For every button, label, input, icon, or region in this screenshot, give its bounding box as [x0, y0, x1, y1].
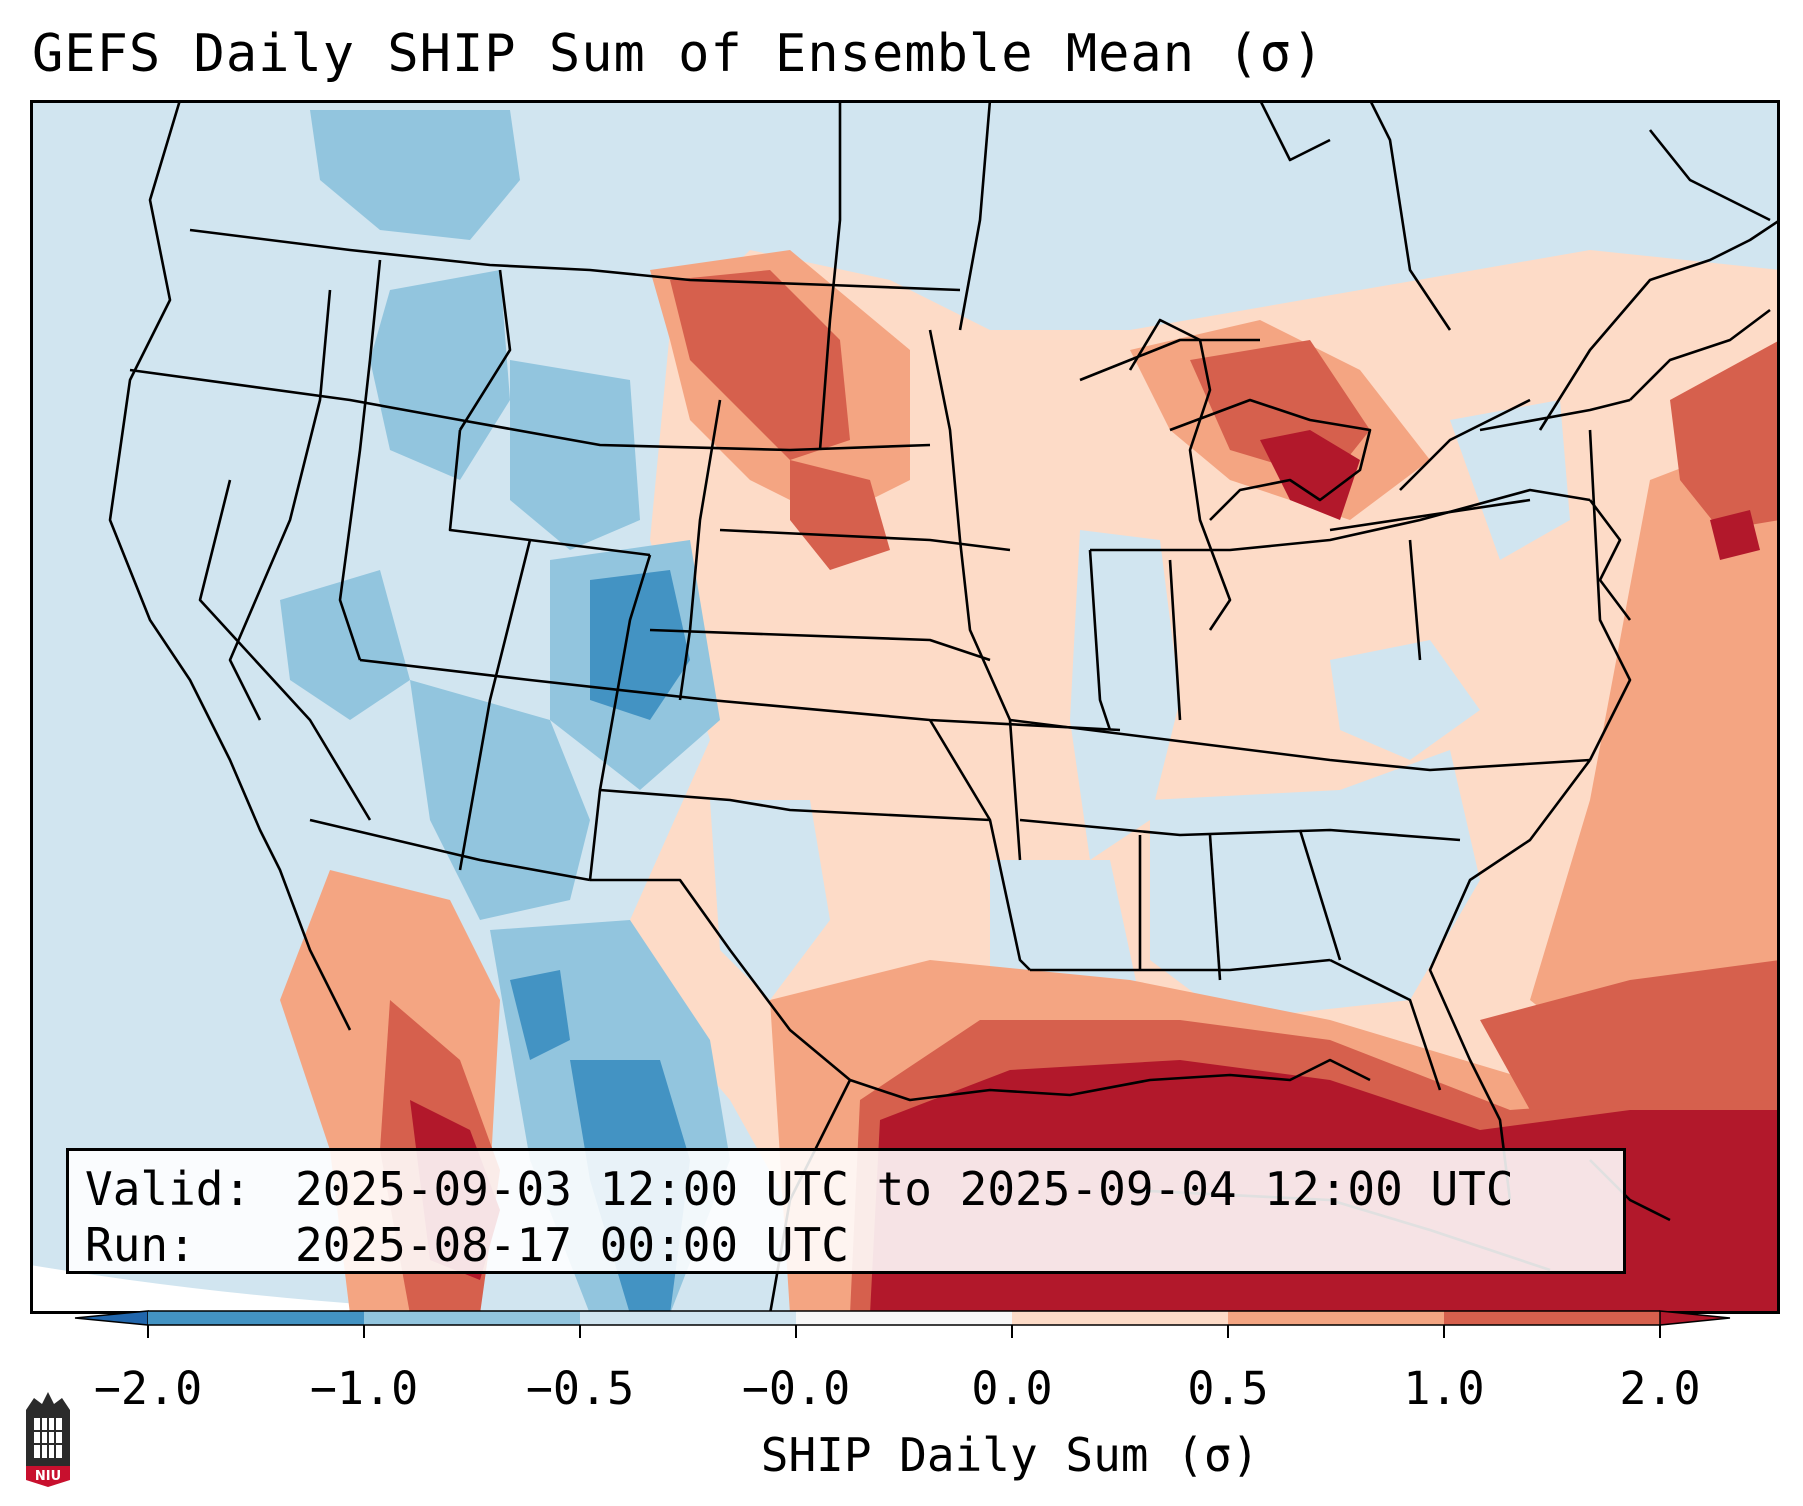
- colorbar-tick-label: 2.0: [1619, 1362, 1701, 1415]
- negative-patch-southeast: [1150, 750, 1480, 1020]
- valid-run-info-box: Valid: 2025-09-03 12:00 UTC to 2025-09-04…: [66, 1148, 1626, 1274]
- colorbar-bin-1: [148, 1311, 364, 1325]
- colorbar-tick-label: 0.5: [1187, 1362, 1269, 1415]
- niu-logo: NIU: [26, 1392, 70, 1487]
- moderate-positive-atlantic: [1530, 430, 1780, 1080]
- colorbar-tick-label: −1.0: [309, 1362, 419, 1415]
- colorbar-bin-2: [364, 1311, 580, 1325]
- colorbar-tick-label: 1.0: [1403, 1362, 1485, 1415]
- colorbar-extend-high: [1659, 1310, 1731, 1326]
- negative-region-northwest: [310, 110, 520, 240]
- negative-patch-texas: [710, 800, 830, 1000]
- strong-positive-nebraska: [790, 460, 890, 570]
- negative-region-southwest: [410, 680, 590, 920]
- valid-label: Valid:: [85, 1162, 252, 1216]
- run-label: Run:: [85, 1218, 196, 1272]
- strong-positive-maine: [1670, 340, 1780, 530]
- negative-patch-midwest: [1070, 530, 1180, 860]
- colorbar-tick-label: −0.5: [525, 1362, 635, 1415]
- colorbar-tick-label: −0.0: [741, 1362, 851, 1415]
- very-strong-positive-michigan: [1260, 430, 1360, 520]
- colorbar-bin-6: [1228, 1311, 1444, 1325]
- colorbar-label: SHIP Daily Sum (σ): [760, 1428, 1260, 1482]
- map-title: GEFS Daily SHIP Sum of Ensemble Mean (σ): [32, 24, 1325, 84]
- run-line: Run: 2025-08-17 00:00 UTC: [85, 1217, 1623, 1273]
- colorbar: [74, 1310, 1731, 1338]
- strong-positive-atlantic-south: [1480, 960, 1780, 1110]
- outside-domain: [30, 1265, 630, 1314]
- ship-anomaly-map: [30, 100, 1780, 1314]
- colorbar-tick-label: 0.0: [971, 1362, 1053, 1415]
- strong-positive-dakotas: [670, 270, 850, 460]
- niu-logo-text: NIU: [35, 1469, 61, 1484]
- colorbar-frame: [148, 1310, 1660, 1326]
- colorbar-extend-low: [74, 1310, 149, 1326]
- negative-patch-ohio: [1330, 640, 1480, 760]
- negative-region-idaho: [370, 270, 510, 480]
- colorbar-tick-label: −2.0: [93, 1362, 203, 1415]
- strong-negative-chihuahua: [510, 970, 570, 1060]
- colorbar-bin-7: [1444, 1311, 1660, 1325]
- valid-value: 2025-09-03 12:00 UTC to 2025-09-04 12:00…: [295, 1162, 1514, 1216]
- negative-patch-northeast: [1450, 400, 1570, 560]
- colorbar-bin-4: [796, 1311, 1012, 1325]
- run-value: 2025-08-17 00:00 UTC: [295, 1218, 849, 1272]
- valid-line: Valid: 2025-09-03 12:00 UTC to 2025-09-04…: [85, 1161, 1623, 1217]
- colorbar-bin-3: [580, 1311, 796, 1325]
- very-strong-positive-maine: [1710, 510, 1760, 560]
- negative-region-wyoming: [510, 360, 640, 550]
- negative-region-great-basin: [280, 570, 410, 720]
- strong-negative-colorado: [590, 570, 690, 720]
- colorbar-bin-5: [1012, 1311, 1228, 1325]
